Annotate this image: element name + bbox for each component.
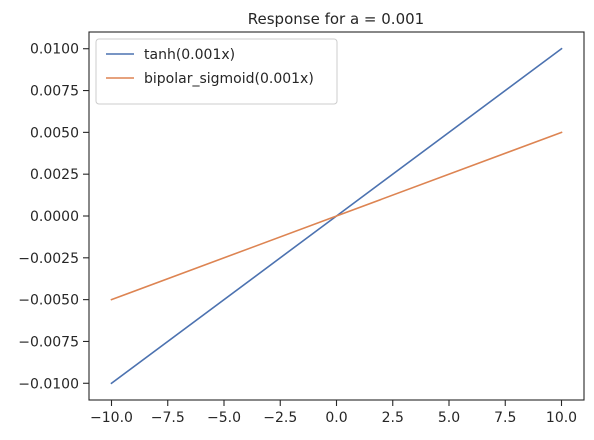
plot-area: −10.0 −7.5 −5.0 −2.5 0.0 2.5 5.0 7.5 10.0 −0.0100… <box>18 31 585 426</box>
legend-label-1: tanh(0.001x) <box>144 47 235 63</box>
x-tick-label: −5.0 <box>207 410 241 426</box>
y-tick-label: 0.0025 <box>30 167 79 183</box>
legend-box <box>95 38 338 105</box>
x-tick-label: −7.5 <box>151 410 185 426</box>
legend-label-2: bipolar_sigmoid(0.001x) <box>144 71 314 87</box>
x-tick-label: 5.0 <box>438 410 460 426</box>
y-tick-label: −0.0075 <box>18 334 79 350</box>
x-tick-label: 2.5 <box>382 410 404 426</box>
x-tick-label: 0.0 <box>325 410 347 426</box>
y-tick-label: 0.0075 <box>30 84 79 100</box>
y-tick-label: 0.0100 <box>30 42 79 58</box>
x-tick-label: −10.0 <box>90 410 133 426</box>
legend: tanh(0.001x) bipolar_sigmoid(0.001x) <box>95 38 338 105</box>
x-tick-label: 10.0 <box>546 410 577 426</box>
chart-title: Response for a = 0.001 <box>248 10 424 28</box>
series-layer <box>110 47 563 385</box>
x-tick-label: −2.5 <box>263 410 297 426</box>
series-line-2 <box>110 131 563 301</box>
y-tick-label: −0.0025 <box>18 251 79 267</box>
y-tick-label: 0.0050 <box>30 125 79 141</box>
y-tick-label: −0.0050 <box>18 293 79 309</box>
y-tick-label: −0.0100 <box>18 376 79 392</box>
x-tick-label: 7.5 <box>494 410 516 426</box>
y-tick-label: 0.0000 <box>30 209 79 225</box>
